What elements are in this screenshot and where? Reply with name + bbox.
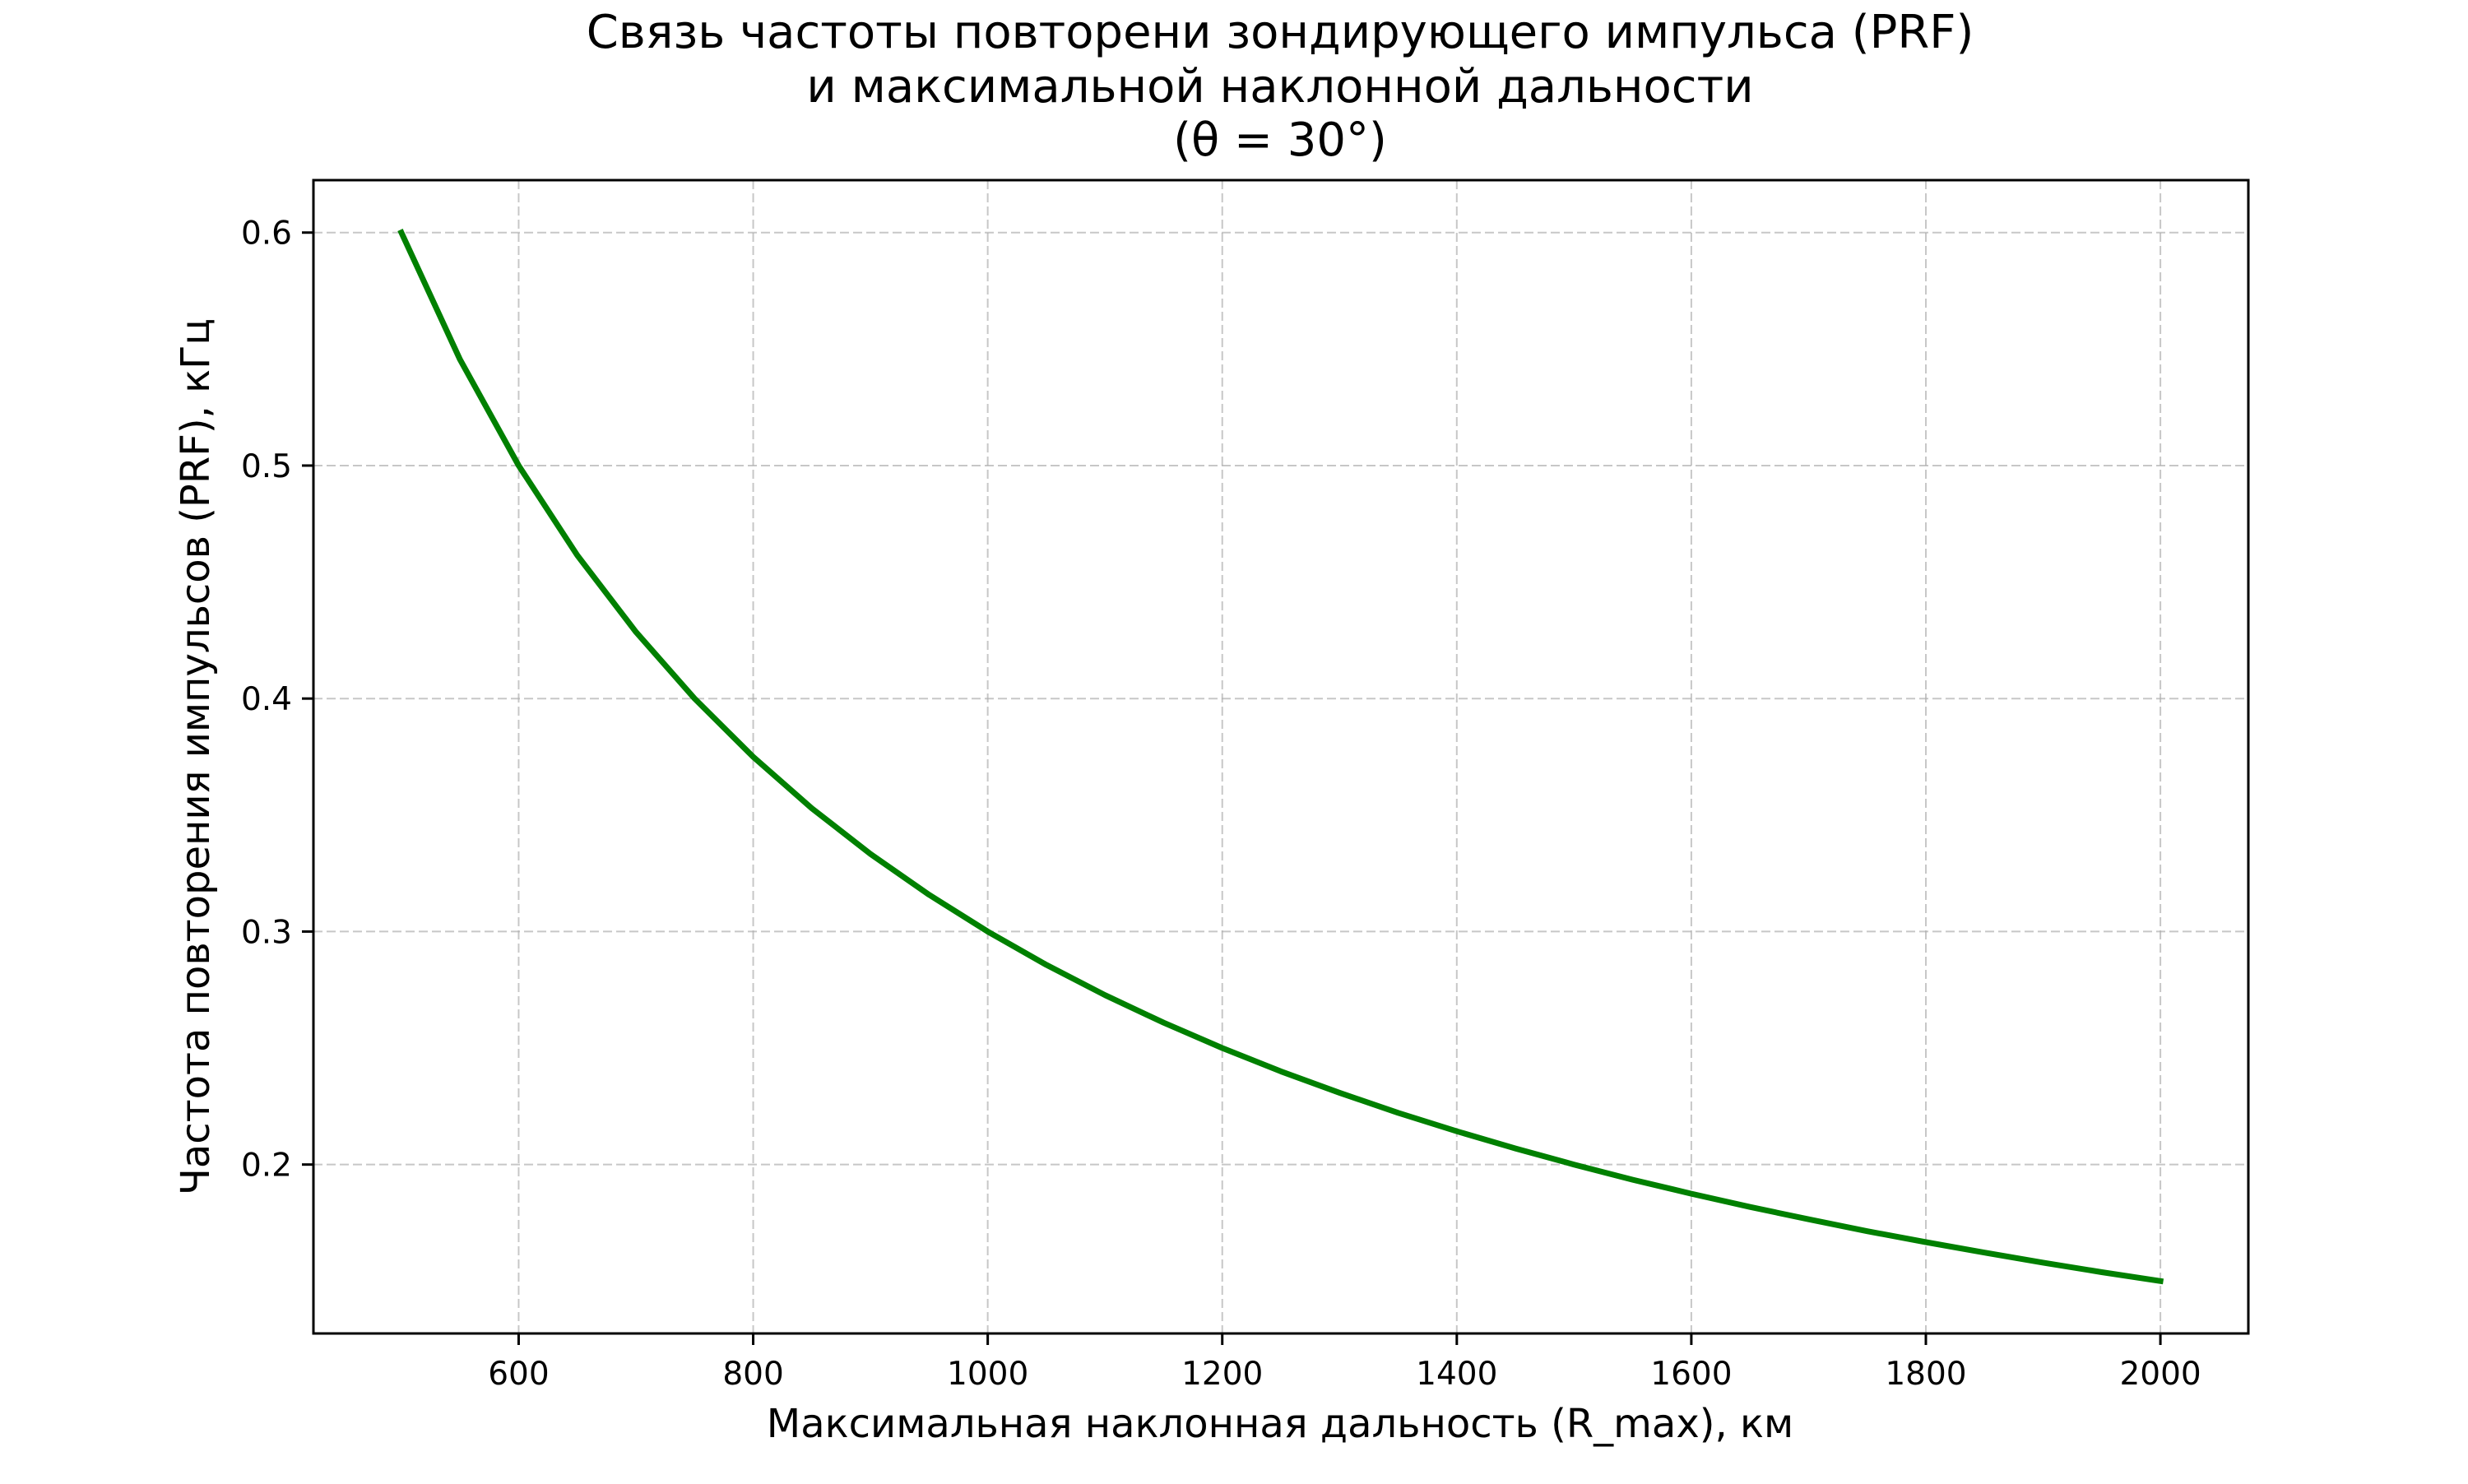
chart-title-line-3: (θ = 30°) <box>1173 114 1387 167</box>
x-tick-label: 1800 <box>1885 1356 1966 1393</box>
y-tick-label: 0.2 <box>241 1148 292 1185</box>
x-axis-label: Максимальная наклонная дальность (R_max)… <box>767 1401 1793 1447</box>
x-tick-label: 600 <box>488 1356 549 1393</box>
series-layer <box>397 229 2164 1285</box>
y-axis-label: Частота повторения импульсов (PRF), кГц <box>173 318 219 1195</box>
y-tick-label: 0.4 <box>241 681 292 718</box>
x-tick-label: 2000 <box>2119 1356 2201 1393</box>
x-tick-label: 1000 <box>947 1356 1028 1393</box>
x-tick-label: 1600 <box>1650 1356 1732 1393</box>
chart-title-line-1: Связь частоты повторени зондирующего имп… <box>587 6 1974 59</box>
series-line <box>397 229 2164 1285</box>
ticks: 600 800 1000 1200 1400 1600 1800 2000 0.2 0.3 0.4 0… <box>241 216 2201 1393</box>
x-tick-label: 1200 <box>1181 1356 1263 1393</box>
y-tick-label: 0.3 <box>241 914 292 951</box>
grid <box>313 180 2248 1333</box>
y-tick-label: 0.6 <box>241 216 292 253</box>
x-tick-label: 1400 <box>1416 1356 1497 1393</box>
chart-title: Связь частоты повторени зондирующего имп… <box>587 6 1974 167</box>
x-tick-label: 800 <box>722 1356 783 1393</box>
plot-frame <box>312 179 2250 1335</box>
chart-title-line-2: и максимальной наклонной дальности <box>806 60 1753 114</box>
y-tick-label: 0.5 <box>241 448 292 485</box>
plot-area <box>313 180 2248 1333</box>
